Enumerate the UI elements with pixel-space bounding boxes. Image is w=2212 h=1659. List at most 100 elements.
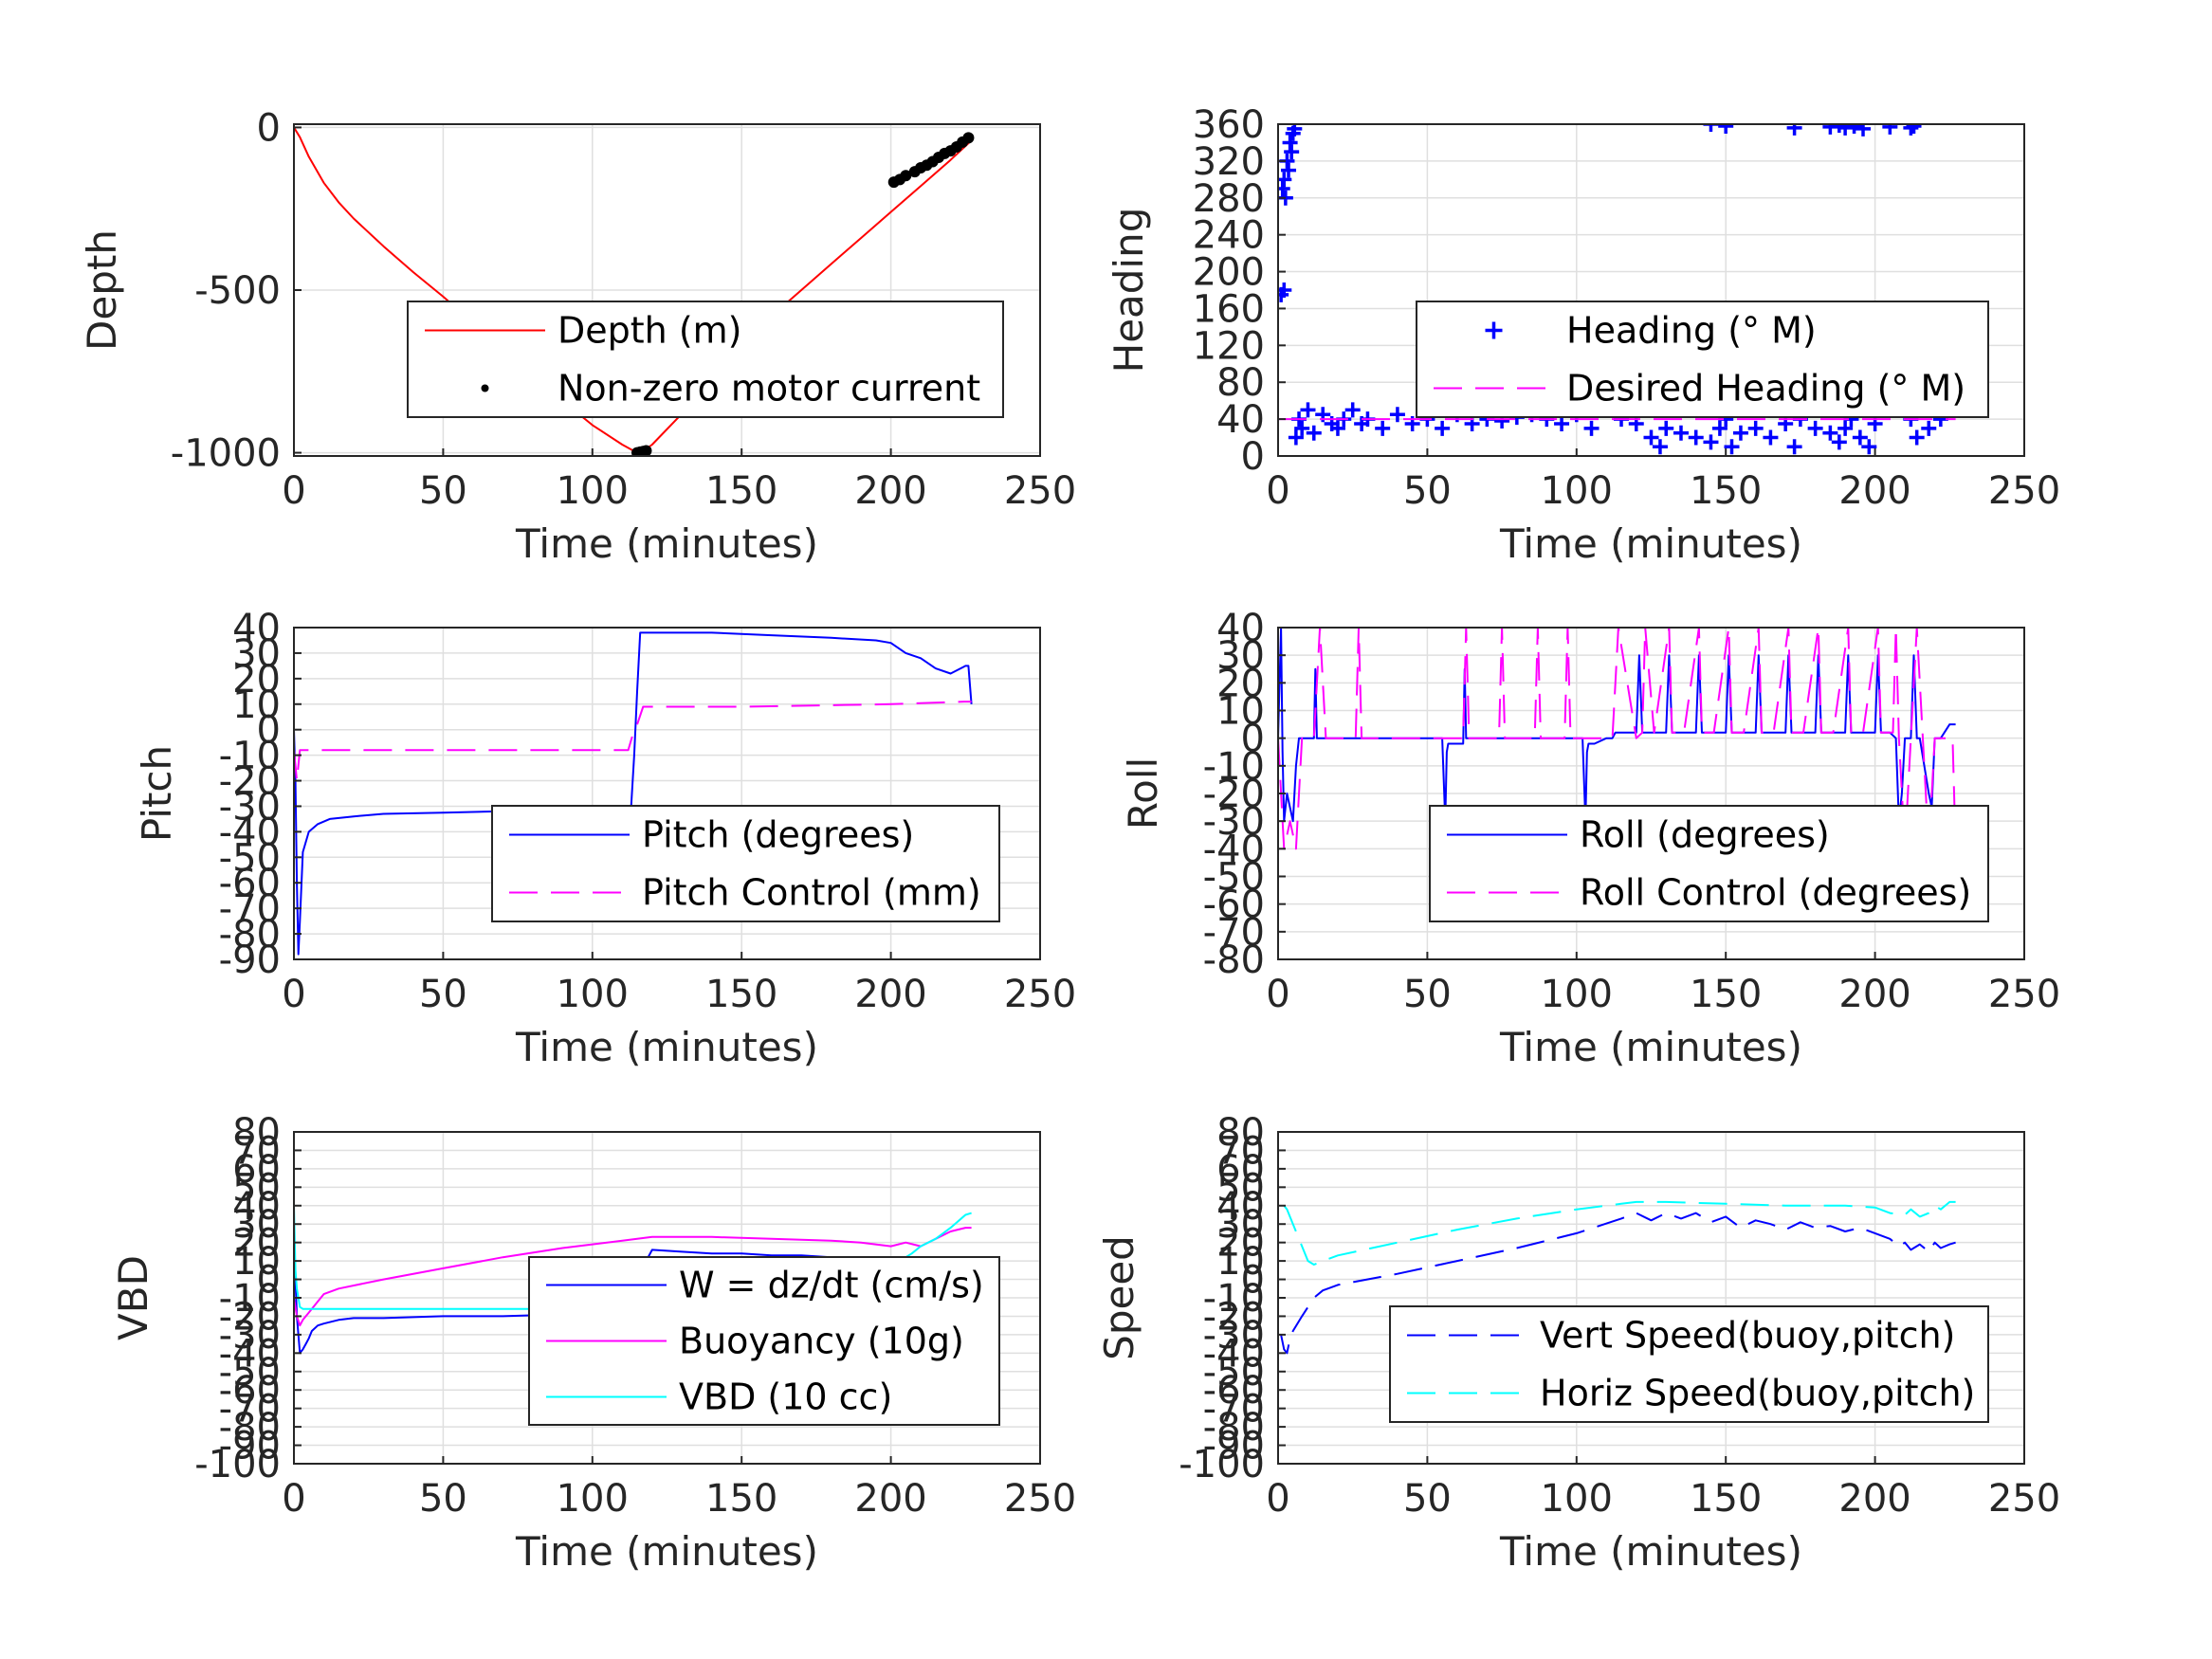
panel-speed: 0 50 100 150 200 25080706050403020100-10-20-3… — [1096, 1111, 2060, 1575]
data-point — [1673, 425, 1689, 441]
data-point — [1861, 439, 1877, 455]
y-tick-label: -50 — [1203, 856, 1265, 900]
x-tick-label: 250 — [1988, 1477, 2060, 1521]
data-point — [1837, 124, 1854, 136]
y-axis-label: Roll — [1120, 757, 1166, 830]
legend: W = dz/dt (cm/s) Buoyancy (10g) VBD (10 cc… — [528, 1256, 1000, 1426]
legend: Depth (m) Non-zero motor current — [407, 301, 1004, 418]
y-tick-label: 280 — [1193, 177, 1265, 221]
data-point — [640, 445, 652, 456]
y-tick-label: -30 — [219, 1314, 281, 1358]
series-vbd-1-line — [294, 1227, 972, 1327]
data-point — [1906, 124, 1922, 134]
legend-box — [491, 805, 1000, 922]
x-tick-label: 150 — [705, 1477, 777, 1521]
x-tick-label: 0 — [1266, 973, 1289, 1016]
legend-label: Depth (m) — [558, 310, 742, 352]
x-tick-label: 250 — [1988, 469, 2060, 513]
y-tick-label: -80 — [1203, 939, 1265, 982]
data-point — [1300, 402, 1316, 418]
y-tick-label: -50 — [219, 1351, 281, 1395]
y-tick-label: -70 — [219, 887, 281, 931]
series-depth-0-line — [294, 126, 973, 454]
y-tick-label: 70 — [232, 1129, 281, 1173]
legend-label: Vert Speed(buoy,pitch) — [1540, 1315, 1955, 1357]
x-tick-label: 200 — [854, 469, 926, 513]
series-speed-1-line — [1283, 1200, 1956, 1266]
x-tick-label: 50 — [419, 973, 467, 1016]
data-point — [1711, 420, 1728, 436]
y-tick-label: 60 — [1216, 1148, 1265, 1192]
series-roll-1-line — [1278, 628, 1957, 850]
y-tick-label: 50 — [232, 1166, 281, 1210]
y-tick-label: 0 — [1241, 435, 1265, 479]
data-point — [1554, 415, 1570, 431]
legend: Roll (degrees) Roll Control (degrees) — [1429, 805, 1989, 922]
legend-label: Roll Control (degrees) — [1580, 872, 1971, 914]
legend-label: Non-zero motor current — [558, 368, 980, 410]
x-tick-label: 0 — [282, 469, 305, 513]
data-point — [1435, 420, 1451, 436]
y-tick-label: -70 — [1203, 1388, 1265, 1431]
y-axis-label: VBD — [110, 1255, 156, 1340]
data-point — [1658, 420, 1674, 436]
y-tick-label: -20 — [1203, 773, 1265, 816]
data-point — [1281, 162, 1297, 178]
data-point — [1703, 124, 1719, 132]
y-tick-label: -60 — [1203, 884, 1265, 927]
y-tick-label: -60 — [219, 1369, 281, 1413]
data-point — [1329, 420, 1345, 436]
y-tick-label: 0 — [257, 709, 281, 753]
y-axis-label: Pitch — [134, 745, 180, 842]
data-point — [1344, 402, 1361, 418]
y-tick-label: -80 — [219, 913, 281, 957]
data-point — [1294, 420, 1310, 436]
data-point — [1688, 429, 1704, 446]
x-tick-label: 0 — [1266, 469, 1289, 513]
y-tick-label: -100 — [1179, 1443, 1265, 1486]
panel-heading: 0 50 100 150 200 2500408012016020024028032036… — [1106, 103, 2060, 567]
y-tick-label: 30 — [1216, 634, 1265, 678]
x-tick-label: 150 — [705, 469, 777, 513]
axes-box — [1277, 123, 2025, 457]
y-tick-label: 360 — [1193, 103, 1265, 147]
y-tick-label: -70 — [219, 1388, 281, 1431]
data-point — [1643, 429, 1659, 446]
series-roll-0-line — [1278, 628, 1956, 823]
x-axis-label: Time (minutes) — [1499, 1024, 1802, 1070]
data-point — [1703, 434, 1719, 450]
x-tick-label: 0 — [282, 973, 305, 1016]
data-point — [1822, 124, 1838, 135]
x-tick-label: 50 — [1403, 973, 1452, 1016]
x-tick-label: 100 — [1541, 469, 1613, 513]
y-tick-label: -80 — [1203, 1406, 1265, 1449]
data-point — [1921, 420, 1937, 436]
data-layer — [294, 126, 975, 456]
x-tick-label: 0 — [1266, 1477, 1289, 1521]
axes-box — [293, 627, 1041, 960]
data-point — [1306, 425, 1322, 441]
y-tick-label: -20 — [219, 1295, 281, 1339]
y-tick-label: 40 — [232, 607, 281, 650]
x-tick-label: 100 — [557, 973, 629, 1016]
legend-label: Pitch Control (mm) — [642, 872, 981, 914]
data-point — [1846, 124, 1862, 134]
y-tick-label: -30 — [1203, 800, 1265, 844]
data-point — [1903, 124, 1919, 136]
data-point — [1375, 420, 1391, 436]
y-tick-label: -100 — [194, 1443, 281, 1486]
y-tick-label: 30 — [1216, 1203, 1265, 1247]
x-axis-label: Time (minutes) — [515, 1528, 818, 1575]
y-tick-label: 20 — [1216, 1222, 1265, 1266]
y-tick-label: -90 — [219, 939, 281, 982]
y-tick-label: -1000 — [171, 432, 281, 476]
data-point — [1786, 124, 1802, 136]
legend-label: Roll (degrees) — [1580, 814, 1830, 856]
x-axis-label: Time (minutes) — [1499, 1528, 1802, 1575]
data-point — [1724, 439, 1740, 455]
y-tick-label: 40 — [1216, 398, 1265, 442]
y-tick-label: -90 — [1203, 1425, 1265, 1468]
panel-vbd: 0 50 100 150 200 25080706050403020100-10-20-3… — [110, 1111, 1076, 1575]
y-axis-label: Heading — [1106, 208, 1152, 374]
y-tick-label: -60 — [219, 862, 281, 905]
